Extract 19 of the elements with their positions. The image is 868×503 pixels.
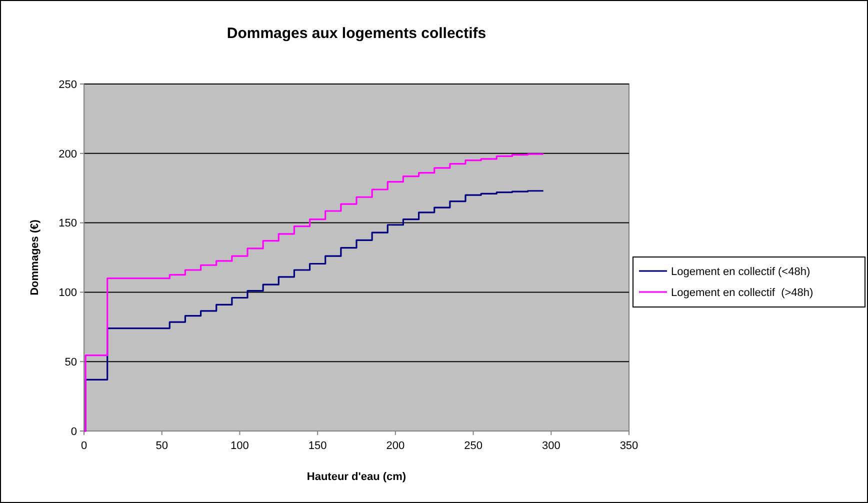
y-tick-label: 200 — [58, 148, 77, 160]
x-tick-label: 350 — [620, 440, 638, 452]
x-tick-label: 300 — [542, 440, 560, 452]
y-tick-label: 50 — [64, 356, 77, 368]
y-tick-label: 100 — [58, 287, 77, 300]
y-axis-title: Dommages (€) — [29, 219, 41, 296]
x-tick-label: 100 — [230, 440, 249, 452]
y-tick-label: 250 — [58, 78, 77, 91]
legend-label: Logement en collectif (<48h) — [671, 266, 810, 278]
x-tick-label: 250 — [464, 440, 482, 452]
chart-title: Dommages aux logements collectifs — [226, 25, 486, 42]
y-tick-label: 0 — [70, 426, 77, 438]
x-tick-label: 50 — [156, 440, 168, 452]
x-tick-label: 150 — [308, 440, 327, 452]
x-axis-title: Hauteur d'eau (cm) — [306, 471, 406, 483]
legend-label: Logement en collectif (>48h) — [671, 286, 814, 299]
x-tick-label: 200 — [386, 440, 405, 452]
x-tick-label: 0 — [80, 440, 88, 452]
y-tick-label: 150 — [58, 218, 77, 230]
